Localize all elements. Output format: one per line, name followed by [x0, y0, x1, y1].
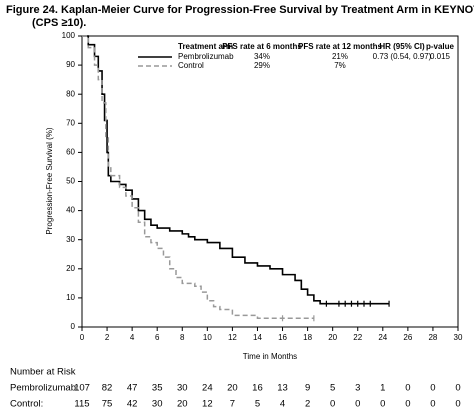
- y-tick-label: 100: [62, 31, 76, 40]
- legend-cell: 34%: [254, 52, 270, 61]
- risk-count: 20: [177, 399, 188, 410]
- legend-cell: 29%: [254, 61, 270, 70]
- legend-cell: Control: [178, 61, 204, 70]
- risk-count: 24: [202, 383, 213, 394]
- risk-count: 0: [455, 383, 460, 394]
- plot-frame: [81, 35, 459, 328]
- risk-count: 35: [152, 383, 163, 394]
- y-tick-label: 20: [66, 264, 75, 273]
- x-tick-label: 30: [454, 333, 463, 342]
- x-tick-label: 8: [180, 333, 185, 342]
- risk-count: 107: [74, 383, 90, 394]
- x-tick-label: 16: [278, 333, 287, 342]
- legend-cell: Pembrolizumab: [178, 52, 234, 61]
- risk-row-label: Control:: [10, 399, 43, 410]
- risk-count: 3: [355, 383, 360, 394]
- risk-count: 2: [305, 399, 310, 410]
- x-tick-label: 4: [130, 333, 135, 342]
- risk-count: 0: [455, 399, 460, 410]
- y-axis-label: Progression-Free Survival (%): [45, 127, 54, 234]
- y-tick-label: 30: [66, 235, 75, 244]
- risk-count: 82: [102, 383, 113, 394]
- risk-row-label: Pembrolizumab:: [10, 383, 79, 394]
- legend-cell: 7%: [334, 61, 346, 70]
- risk-count: 42: [127, 399, 138, 410]
- x-tick-label: 28: [428, 333, 437, 342]
- risk-count: 5: [330, 383, 335, 394]
- x-tick-label: 2: [105, 333, 110, 342]
- survival-curve: [82, 35, 314, 320]
- survival-curve: [82, 35, 390, 305]
- legend-header: Treatment arm: [178, 42, 233, 51]
- risk-count: 13: [277, 383, 288, 394]
- risk-count: 20: [227, 383, 238, 394]
- risk-count: 5: [255, 399, 260, 410]
- y-tick-label: 90: [66, 60, 75, 69]
- legend-header: PFS rate at 6 months: [222, 42, 302, 51]
- risk-count: 47: [127, 383, 138, 394]
- risk-count: 0: [380, 399, 385, 410]
- risk-count: 7: [230, 399, 235, 410]
- risk-count: 12: [202, 399, 213, 410]
- risk-count: 4: [280, 399, 285, 410]
- y-tick-label: 10: [66, 293, 75, 302]
- legend-cell: 0.015: [430, 52, 451, 61]
- y-tick-label: 60: [66, 148, 75, 157]
- x-tick-label: 12: [228, 333, 237, 342]
- legend-header: HR (95% CI): [379, 42, 425, 51]
- risk-count: 9: [305, 383, 310, 394]
- x-tick-label: 20: [328, 333, 337, 342]
- y-tick-label: 70: [66, 118, 75, 127]
- y-tick-label: 80: [66, 89, 75, 98]
- x-tick-label: 10: [203, 333, 212, 342]
- chart-subtitle: (CPS ≥10).: [32, 17, 86, 29]
- legend-cell: 21%: [332, 52, 348, 61]
- risk-count: 30: [152, 399, 163, 410]
- x-axis-label: Time in Months: [243, 352, 297, 361]
- risk-count: 0: [405, 383, 410, 394]
- risk-count: 0: [430, 383, 435, 394]
- legend-header: p-value: [426, 42, 455, 51]
- y-tick-label: 40: [66, 206, 75, 215]
- risk-count: 0: [355, 399, 360, 410]
- risk-count: 30: [177, 383, 188, 394]
- legend-cell: 0.73 (0.54, 0.97): [373, 52, 432, 61]
- x-tick-label: 0: [80, 333, 85, 342]
- x-tick-label: 26: [403, 333, 412, 342]
- risk-count: 0: [430, 399, 435, 410]
- y-tick-label: 50: [66, 177, 75, 186]
- chart-title: Figure 24. Kaplan-Meier Curve for Progre…: [6, 4, 474, 16]
- risk-table-title: Number at Risk: [10, 367, 76, 378]
- x-tick-label: 22: [353, 333, 362, 342]
- risk-count: 1: [380, 383, 385, 394]
- y-tick-label: 0: [71, 322, 76, 331]
- x-tick-label: 14: [253, 333, 262, 342]
- x-tick-label: 6: [155, 333, 160, 342]
- risk-count: 115: [74, 399, 89, 410]
- risk-count: 0: [330, 399, 335, 410]
- x-tick-label: 18: [303, 333, 312, 342]
- risk-count: 75: [102, 399, 113, 410]
- risk-count: 0: [405, 399, 410, 410]
- legend-header: PFS rate at 12 months: [298, 42, 383, 51]
- risk-count: 16: [252, 383, 263, 394]
- x-tick-label: 24: [378, 333, 387, 342]
